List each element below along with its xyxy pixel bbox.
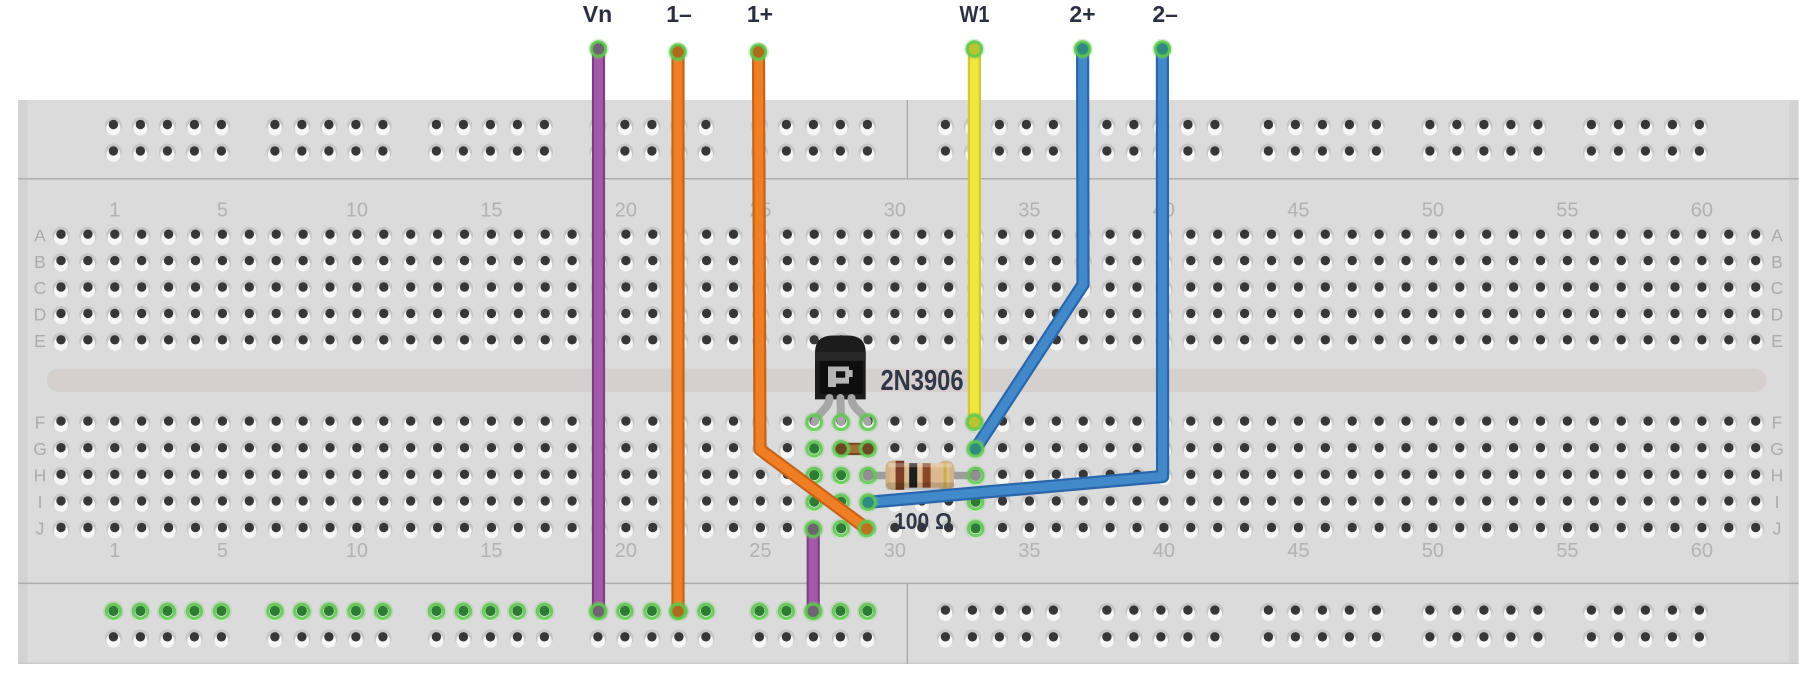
svg-text:50: 50 bbox=[1422, 540, 1444, 562]
svg-text:40: 40 bbox=[1153, 540, 1175, 562]
svg-text:D: D bbox=[34, 305, 47, 325]
svg-text:45: 45 bbox=[1287, 200, 1309, 222]
svg-text:1+: 1+ bbox=[747, 1, 773, 27]
svg-text:G: G bbox=[33, 439, 47, 459]
svg-text:55: 55 bbox=[1556, 200, 1578, 222]
svg-text:2–: 2– bbox=[1152, 1, 1178, 27]
svg-text:55: 55 bbox=[1556, 540, 1578, 562]
svg-text:5: 5 bbox=[217, 200, 228, 222]
svg-text:A: A bbox=[34, 225, 46, 245]
svg-text:I: I bbox=[1775, 492, 1780, 512]
svg-text:35: 35 bbox=[1018, 200, 1040, 222]
svg-text:H: H bbox=[34, 466, 47, 486]
svg-text:A: A bbox=[1771, 225, 1783, 245]
svg-text:Vn: Vn bbox=[583, 1, 612, 27]
svg-text:45: 45 bbox=[1287, 540, 1309, 562]
svg-text:15: 15 bbox=[480, 540, 502, 562]
svg-text:10: 10 bbox=[346, 200, 368, 222]
svg-text:E: E bbox=[34, 331, 46, 351]
svg-text:B: B bbox=[1771, 252, 1783, 272]
svg-text:I: I bbox=[38, 492, 43, 512]
svg-text:B: B bbox=[34, 252, 46, 272]
svg-text:60: 60 bbox=[1691, 540, 1713, 562]
svg-text:G: G bbox=[1770, 439, 1784, 459]
svg-text:2+: 2+ bbox=[1069, 1, 1095, 27]
svg-text:E: E bbox=[1771, 331, 1783, 351]
svg-text:35: 35 bbox=[1018, 540, 1040, 562]
svg-text:J: J bbox=[36, 519, 45, 539]
svg-text:2N3906: 2N3906 bbox=[881, 365, 964, 397]
svg-text:1: 1 bbox=[109, 540, 120, 562]
svg-text:20: 20 bbox=[615, 540, 637, 562]
svg-text:15: 15 bbox=[480, 200, 502, 222]
svg-text:1: 1 bbox=[109, 200, 120, 222]
svg-text:50: 50 bbox=[1422, 200, 1444, 222]
svg-text:F: F bbox=[1772, 412, 1783, 432]
svg-text:J: J bbox=[1773, 519, 1782, 539]
svg-text:5: 5 bbox=[217, 540, 228, 562]
svg-text:H: H bbox=[1771, 466, 1784, 486]
svg-text:10: 10 bbox=[346, 540, 368, 562]
svg-text:30: 30 bbox=[884, 540, 906, 562]
svg-text:C: C bbox=[34, 278, 47, 298]
svg-text:C: C bbox=[1771, 278, 1784, 298]
svg-text:100 Ω: 100 Ω bbox=[894, 508, 952, 534]
svg-text:30: 30 bbox=[884, 200, 906, 222]
svg-text:D: D bbox=[1771, 305, 1784, 325]
svg-text:60: 60 bbox=[1691, 200, 1713, 222]
svg-text:1–: 1– bbox=[666, 1, 692, 27]
svg-text:25: 25 bbox=[749, 540, 771, 562]
svg-text:F: F bbox=[35, 412, 46, 432]
svg-text:W1: W1 bbox=[960, 1, 990, 27]
svg-text:20: 20 bbox=[615, 200, 637, 222]
